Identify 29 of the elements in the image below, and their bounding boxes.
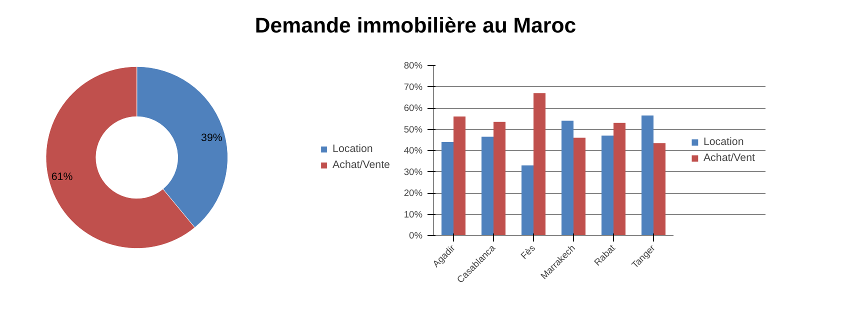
legend-label: Achat/Vente	[332, 159, 390, 171]
bar	[442, 142, 454, 236]
bar	[642, 115, 654, 236]
bar	[654, 143, 666, 236]
x-tick-label: Fès	[518, 242, 538, 262]
y-tick-label: 20%	[404, 188, 422, 198]
y-tick-label: 70%	[404, 82, 422, 92]
data-label: 61%	[51, 170, 74, 183]
y-tick-label: 10%	[404, 209, 422, 220]
y-tick-label: 80%	[404, 60, 422, 70]
y-tick-label: 50%	[404, 124, 422, 134]
bar	[454, 116, 466, 236]
bar	[602, 136, 614, 236]
y-tick-label: 30%	[404, 166, 422, 177]
legend-label: Achat/Vent	[703, 152, 755, 164]
y-tick-label: 40%	[404, 146, 422, 156]
legend-label: Location	[332, 143, 373, 155]
y-tick-label: 0%	[409, 230, 422, 240]
bar	[534, 93, 546, 236]
legend-label: Location	[703, 136, 744, 148]
bar	[522, 165, 534, 236]
y-tick-label: 60%	[404, 103, 422, 113]
bar	[494, 122, 506, 236]
bar	[482, 136, 494, 236]
chart-title: Demande immobilière au Maroc	[254, 14, 576, 38]
bar	[574, 138, 586, 236]
data-label: 39%	[201, 132, 223, 144]
bar	[614, 122, 626, 236]
bar	[562, 120, 574, 236]
